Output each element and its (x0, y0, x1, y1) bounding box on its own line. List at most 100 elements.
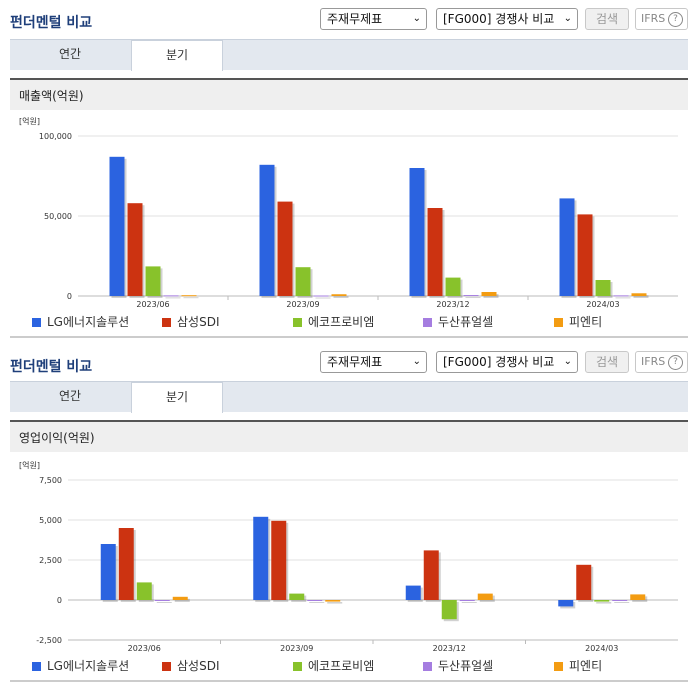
bar[interactable] (325, 600, 341, 602)
bar[interactable] (427, 208, 443, 296)
legend-item[interactable]: 피엔티 (554, 657, 602, 674)
bar[interactable] (576, 564, 592, 600)
bar[interactable] (127, 203, 143, 296)
ifrs-label: IFRS (641, 12, 666, 25)
bar[interactable] (313, 295, 329, 297)
bar[interactable] (595, 280, 611, 296)
bar[interactable] (613, 295, 629, 297)
bar-shadow (165, 297, 181, 299)
statement-select[interactable]: 주재무제표 ⌄ (320, 351, 427, 373)
bar[interactable] (289, 593, 305, 600)
chart-revenue: [억원] 0 50,000 100,000 2023/06 2023/09 2023/12 2… (10, 110, 688, 338)
legend-swatch (554, 662, 563, 671)
bar-shadow (156, 602, 172, 603)
chevron-down-icon: ⌄ (563, 356, 572, 367)
bar[interactable] (612, 600, 628, 601)
search-button[interactable]: 검색 (585, 8, 629, 30)
section-title: 매출액(억원) (19, 89, 84, 103)
bar[interactable] (441, 600, 457, 620)
x-tick-label: 2023/06 (128, 644, 161, 653)
bar[interactable] (136, 582, 152, 600)
bar[interactable] (163, 295, 179, 297)
bar[interactable] (109, 156, 125, 296)
bar[interactable] (405, 585, 421, 600)
bar-shadow (615, 297, 631, 299)
period-tabs: 연간 분기 (10, 381, 688, 413)
competitor-select-value: [FG000] 경쟁사 비교 (443, 12, 555, 26)
bar[interactable] (594, 600, 610, 602)
bar[interactable] (253, 516, 269, 600)
x-tick-label: 2024/03 (585, 644, 618, 653)
section-header: 영업이익(억원) (10, 420, 688, 452)
bar-shadow (614, 602, 630, 603)
section-header: 매출액(억원) (10, 78, 688, 110)
bar[interactable] (331, 294, 347, 296)
bar[interactable] (423, 550, 439, 600)
legend-item[interactable]: LG에너지솔루션 (32, 313, 129, 330)
bar[interactable] (307, 600, 323, 601)
chart-operating-profit: [억원] -2,500 0 2,500 5,000 7,500 2023/06 2023/09… (10, 454, 688, 682)
legend-label: 에코프로비엠 (308, 659, 375, 673)
bar-shadow (174, 598, 190, 602)
bar[interactable] (630, 594, 646, 600)
legend-swatch (293, 662, 302, 671)
tab-annual[interactable]: 연간 (58, 389, 82, 403)
x-tick-label: 2023/09 (286, 300, 319, 309)
bar[interactable] (154, 600, 170, 601)
search-button[interactable]: 검색 (585, 351, 629, 373)
bar[interactable] (271, 520, 287, 600)
legend-item[interactable]: 삼성SDI (162, 657, 219, 674)
bar[interactable] (631, 293, 647, 296)
legend-label: 에코프로비엠 (308, 315, 375, 329)
bar[interactable] (463, 295, 479, 297)
competitor-select[interactable]: [FG000] 경쟁사 비교 ⌄ (436, 8, 578, 30)
bar[interactable] (145, 266, 161, 296)
legend-swatch (423, 662, 432, 671)
legend-item[interactable]: 피엔티 (554, 313, 602, 330)
bar[interactable] (172, 596, 188, 600)
x-tick-label: 2023/06 (136, 300, 169, 309)
bar[interactable] (118, 528, 134, 600)
bar[interactable] (259, 164, 275, 296)
legend-label: 두산퓨얼셀 (438, 315, 494, 329)
legend-label: 피엔티 (569, 315, 603, 329)
legend-item[interactable]: 에코프로비엠 (293, 313, 374, 330)
tab-quarterly[interactable]: 분기 (131, 40, 223, 71)
chevron-down-icon: ⌄ (412, 356, 421, 367)
legend-label: LG에너지솔루션 (47, 659, 130, 673)
legend-swatch (423, 318, 432, 327)
bar[interactable] (181, 295, 197, 297)
bar[interactable] (445, 277, 461, 296)
y-tick-label: 2,500 (39, 556, 62, 565)
competitor-select-value: [FG000] 경쟁사 비교 (443, 355, 555, 369)
bar[interactable] (559, 198, 575, 296)
legend-item[interactable]: LG에너지솔루션 (32, 657, 129, 674)
bar[interactable] (481, 292, 497, 296)
statement-select[interactable]: 주재무제표 ⌄ (320, 8, 427, 30)
tab-quarterly[interactable]: 분기 (131, 382, 223, 413)
ifrs-help-button[interactable]: IFRS? (635, 8, 688, 30)
competitor-select[interactable]: [FG000] 경쟁사 비교 ⌄ (436, 351, 578, 373)
bar[interactable] (295, 267, 311, 296)
bar[interactable] (100, 544, 116, 600)
bar-shadow (327, 602, 343, 604)
bar[interactable] (459, 600, 475, 601)
statement-select-value: 주재무제표 (327, 355, 383, 369)
bar[interactable] (477, 593, 493, 600)
y-tick-label: 5,000 (39, 516, 62, 525)
bar-shadow (461, 602, 477, 603)
bar[interactable] (277, 201, 293, 296)
ifrs-help-button[interactable]: IFRS? (635, 351, 688, 373)
legend-item[interactable]: 삼성SDI (162, 313, 219, 330)
legend-item[interactable]: 두산퓨얼셀 (423, 313, 493, 330)
bar[interactable] (558, 600, 574, 607)
legend-item[interactable]: 두산퓨얼셀 (423, 657, 493, 674)
y-tick-label: 0 (57, 596, 62, 605)
tab-annual[interactable]: 연간 (58, 47, 82, 61)
bar[interactable] (577, 214, 593, 296)
legend-item[interactable]: 에코프로비엠 (293, 657, 374, 674)
section-title: 영업이익(억원) (19, 431, 95, 445)
chevron-down-icon: ⌄ (563, 13, 572, 24)
bar[interactable] (409, 168, 425, 296)
legend-label: 삼성SDI (177, 315, 220, 329)
